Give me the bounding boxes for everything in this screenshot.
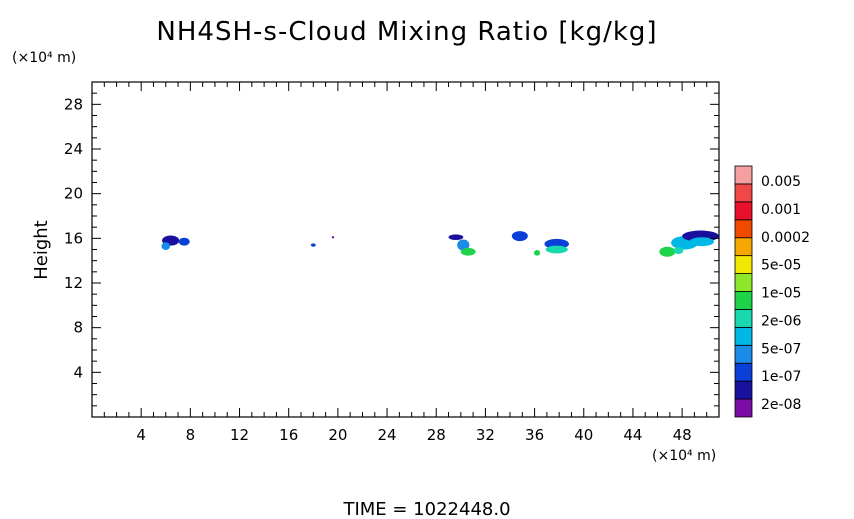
- colorbar-swatch: [734, 255, 753, 274]
- x-tick-label: 16: [279, 426, 298, 444]
- x-tick-label: 36: [525, 426, 544, 444]
- cloud-blob: [689, 237, 715, 247]
- x-tick-label: 28: [427, 426, 446, 444]
- cloud-blob: [310, 243, 316, 247]
- x-tick-label: 12: [230, 426, 249, 444]
- cloud-blob: [659, 246, 676, 257]
- y-axis-label: Height: [31, 220, 52, 280]
- x-tick-label: 32: [476, 426, 495, 444]
- cloud-blob: [673, 247, 684, 254]
- chart-title: NH4SH-s-Cloud Mixing Ratio [kg/kg]: [156, 17, 657, 47]
- colorbar-swatch: [734, 380, 753, 400]
- cloud-blob: [178, 237, 190, 246]
- colorbar-label: 2e-08: [761, 397, 801, 413]
- cloud-blob: [460, 247, 476, 256]
- y-tick-label: 20: [64, 185, 83, 203]
- colorbar-swatch: [734, 309, 753, 328]
- colorbar-swatch: [734, 201, 753, 221]
- y-tick-label: 12: [64, 274, 83, 292]
- x-tick-label: 20: [328, 426, 347, 444]
- time-label: TIME = 1022448.0: [342, 499, 510, 519]
- x-tick-label: 24: [378, 426, 397, 444]
- x-unit-label: (×10⁴ m): [652, 448, 716, 464]
- x-tick-label: 44: [623, 426, 642, 444]
- colorbar-swatch: [734, 362, 753, 382]
- plot-frame: [91, 81, 720, 418]
- y-tick-label: 16: [64, 229, 83, 247]
- x-tick-label: 48: [673, 426, 692, 444]
- cloud-blob: [545, 245, 568, 254]
- colorbar-label: 2e-06: [761, 313, 801, 329]
- colorbar-label: 0.001: [761, 202, 801, 218]
- colorbar-swatch: [734, 165, 753, 185]
- colorbar-label: 5e-07: [761, 341, 801, 357]
- y-tick-label: 28: [64, 95, 83, 113]
- x-tick-label: 4: [136, 426, 146, 444]
- cloud-blob: [511, 231, 528, 242]
- x-tick-label: 8: [186, 426, 196, 444]
- colorbar-swatch: [734, 219, 753, 239]
- cloud-blob: [331, 236, 335, 239]
- cloud-blob: [457, 239, 470, 251]
- y-tick-label: 8: [73, 319, 83, 337]
- cloud-blob: [161, 242, 171, 251]
- y-tick-label: 4: [73, 363, 83, 381]
- colorbar-label: 0.0002: [761, 230, 810, 246]
- colorbar: 0.005 0.001 0.0002 5e-05 1e-05 2e-06 5e-07 1e-0…: [734, 165, 810, 418]
- colorbar-swatch: [734, 344, 753, 364]
- colorbar-swatch: [734, 291, 753, 310]
- colorbar-swatch: [734, 326, 753, 346]
- x-tick-label: 40: [574, 426, 593, 444]
- colorbar-swatch: [734, 273, 753, 292]
- colorbar-swatch: [734, 183, 753, 203]
- colorbar-swatch: [734, 398, 753, 418]
- colorbar-swatch: [734, 237, 753, 257]
- cloud-field: [161, 230, 719, 257]
- colorbar-label: 0.005: [761, 174, 801, 190]
- y-unit-label: (×10⁴ m): [12, 50, 76, 66]
- colorbar-label: 1e-07: [761, 369, 801, 385]
- colorbar-label: 5e-05: [761, 258, 801, 274]
- cloud-blob: [448, 234, 464, 241]
- y-tick-label: 24: [64, 140, 83, 158]
- cloud-blob: [533, 250, 541, 256]
- colorbar-label: 1e-05: [761, 286, 801, 302]
